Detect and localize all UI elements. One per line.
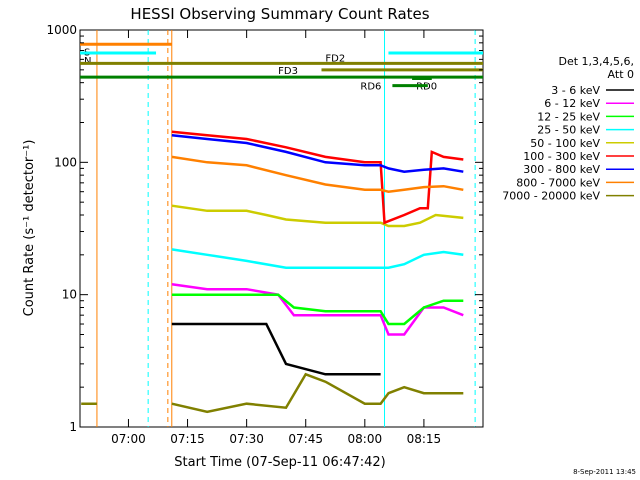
flag-label-3: FD2 <box>325 53 345 64</box>
plot-area <box>79 29 484 428</box>
x-tick-label-4: 08:00 <box>348 432 383 446</box>
flag-label-4: FD3 <box>278 66 298 77</box>
legend-label-0: 3 - 6 keV <box>551 84 600 97</box>
chart-title: HESSI Observing Summary Count Rates <box>130 5 429 23</box>
legend-label-8: 7000 - 20000 keV <box>502 190 600 203</box>
x-tick-label-1: 07:15 <box>170 432 205 446</box>
flag-label-1: N <box>84 56 91 67</box>
series-line-3 <box>171 248 464 269</box>
y-tick-label-0: 1 <box>69 420 77 434</box>
y-axis-label: Count Rate (s⁻¹ detector⁻¹) <box>22 140 37 317</box>
data-layer: SNFD2FD3RD0RD6 <box>80 30 483 427</box>
legend-label-3: 25 - 50 keV <box>537 124 600 137</box>
legend-title-line-1: Det 1,3,4,5,6, <box>558 55 634 68</box>
series-line-4 <box>171 204 464 228</box>
flag-label-7: RD6 <box>360 82 381 93</box>
y-tick-label-1: 10 <box>62 288 77 302</box>
legend-label-5: 100 - 300 keV <box>523 150 600 163</box>
footer-date: 8-Sep-2011 13:45 <box>573 468 636 476</box>
legend-title-line-2: Att 0 <box>608 68 634 81</box>
series-line-5 <box>171 130 464 225</box>
x-tick-label-2: 07:30 <box>229 432 264 446</box>
series-line-6 <box>171 134 464 173</box>
legend-label-1: 6 - 12 keV <box>544 97 600 110</box>
x-tick-label-5: 08:15 <box>407 432 442 446</box>
y-tick-label-2: 100 <box>54 155 77 169</box>
legend-label-4: 50 - 100 keV <box>530 137 600 150</box>
legend-label-2: 12 - 25 keV <box>537 110 600 123</box>
y-tick-label-3: 1000 <box>46 23 77 37</box>
series-line-0 <box>171 322 381 376</box>
tick-layer: 07:00 07:15 07:30 07:45 08:00 08:15 1 10 100 1000 <box>46 23 483 446</box>
x-axis-label: Start Time (07-Sep-11 06:47:42) <box>174 455 385 470</box>
legend-label-7: 800 - 7000 keV <box>516 176 600 189</box>
series-line-2 <box>171 293 464 326</box>
x-tick-label-3: 07:45 <box>288 432 323 446</box>
x-tick-label-0: 07:00 <box>111 432 146 446</box>
legend-label-6: 300 - 800 keV <box>523 163 600 176</box>
series-line-7 <box>171 155 464 193</box>
series-line-8 <box>81 372 464 414</box>
